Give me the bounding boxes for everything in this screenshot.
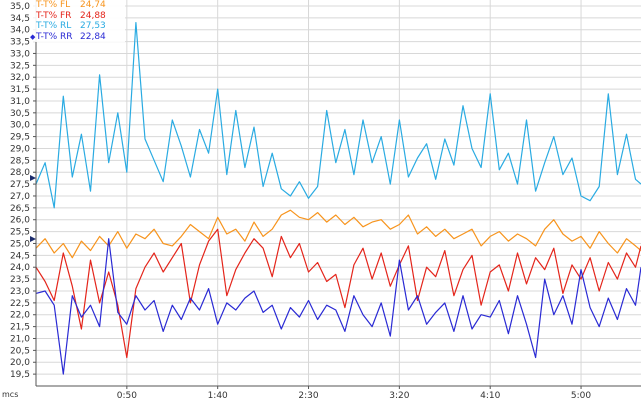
y-axis-cursor-marker-upper <box>30 175 36 181</box>
x-tick-labels: 0:50 1:40 2:30 3:20 4:10 5:00 <box>117 391 592 400</box>
x-tick-label: 3:20 <box>389 391 409 400</box>
y-tick-label: 25,5 <box>10 228 30 238</box>
y-tick-label: 22,0 <box>10 311 30 321</box>
x-axis-unit: mcs <box>2 390 18 399</box>
y-tick-label: 21,0 <box>10 334 30 344</box>
y-tick-label: 31,5 <box>10 85 30 95</box>
y-tick-label: 32,0 <box>10 73 30 83</box>
legend-row-fr: T-T% FR 24,88 <box>30 11 125 22</box>
legend: T-T% FL 24,74 T-T% FR 24,88 T-T% RL 27,5… <box>30 0 125 42</box>
y-tick-label: 20,0 <box>10 358 30 368</box>
y-tick-label: 25,0 <box>10 239 30 249</box>
y-tick-label: 29,0 <box>10 144 30 154</box>
y-tick-label: 28,5 <box>10 156 30 166</box>
y-tick-label: 24,5 <box>10 251 30 261</box>
legend-value-fr: 24,88 <box>80 10 106 21</box>
x-tick-label: 4:10 <box>480 391 500 400</box>
y-tick-label: 21,5 <box>10 323 30 333</box>
legend-marker-rr: ◆ <box>30 32 36 41</box>
series-line-t-t-fr <box>35 228 641 359</box>
grid <box>33 0 641 389</box>
legend-row-rr: ◆ T-T% RR 22,84 <box>30 32 125 43</box>
y-tick-label: 28,0 <box>10 168 30 178</box>
legend-row-rl: T-T% RL 27,53 <box>30 21 125 32</box>
legend-value-rl: 27,53 <box>80 21 106 31</box>
x-tick-label: 1:40 <box>208 391 228 400</box>
series-layer <box>35 22 641 375</box>
legend-value-rr: 22,84 <box>80 31 106 42</box>
y-tick-label: 30,0 <box>10 121 30 131</box>
y-tick-label: 22,5 <box>10 299 30 309</box>
series-line-t-t-rr <box>35 238 641 375</box>
y-axis-cursor-marker-lower <box>30 236 36 242</box>
y-tick-label: 35,0 <box>10 2 30 12</box>
y-tick-label: 32,5 <box>10 61 30 71</box>
y-tick-label: 33,5 <box>10 38 30 48</box>
x-tick-label: 5:00 <box>571 391 591 400</box>
y-tick-label: 27,0 <box>10 192 30 202</box>
y-tick-label: 34,0 <box>10 26 30 36</box>
y-tick-label: 20,5 <box>10 346 30 356</box>
axes <box>30 0 641 387</box>
y-tick-label: 30,5 <box>10 109 30 119</box>
y-tick-label: 33,0 <box>10 49 30 59</box>
y-tick-label: 34,5 <box>10 14 30 24</box>
y-tick-label: 23,5 <box>10 275 30 285</box>
legend-value-fl: 24,74 <box>80 0 106 10</box>
series-line-t-t-fl <box>35 209 641 259</box>
y-tick-label: 23,0 <box>10 287 30 297</box>
y-tick-label: 19,5 <box>10 370 30 380</box>
legend-name-fr: T-T% FR <box>36 10 72 21</box>
legend-name-rr: T-T% RR <box>36 31 73 42</box>
y-tick-label: 29,5 <box>10 133 30 143</box>
y-tick-label: 26,0 <box>10 216 30 226</box>
y-tick-label: 26,5 <box>10 204 30 214</box>
legend-row-fl: T-T% FL 24,74 <box>30 0 125 11</box>
y-tick-label: 24,0 <box>10 263 30 273</box>
y-tick-label: 31,0 <box>10 97 30 107</box>
y-tick-labels: 19,5 20,0 20,5 21,021,5 22,0 22,5 23,0 23,5 24,0… <box>10 2 30 380</box>
legend-name-fl: T-T% FL <box>36 0 71 10</box>
x-tick-label: 2:30 <box>298 391 318 400</box>
x-tick-label: 0:50 <box>117 391 137 400</box>
y-tick-label: 27,5 <box>10 180 30 190</box>
series-line-t-t-rl <box>35 22 641 209</box>
legend-name-rl: T-T% RL <box>36 21 72 31</box>
